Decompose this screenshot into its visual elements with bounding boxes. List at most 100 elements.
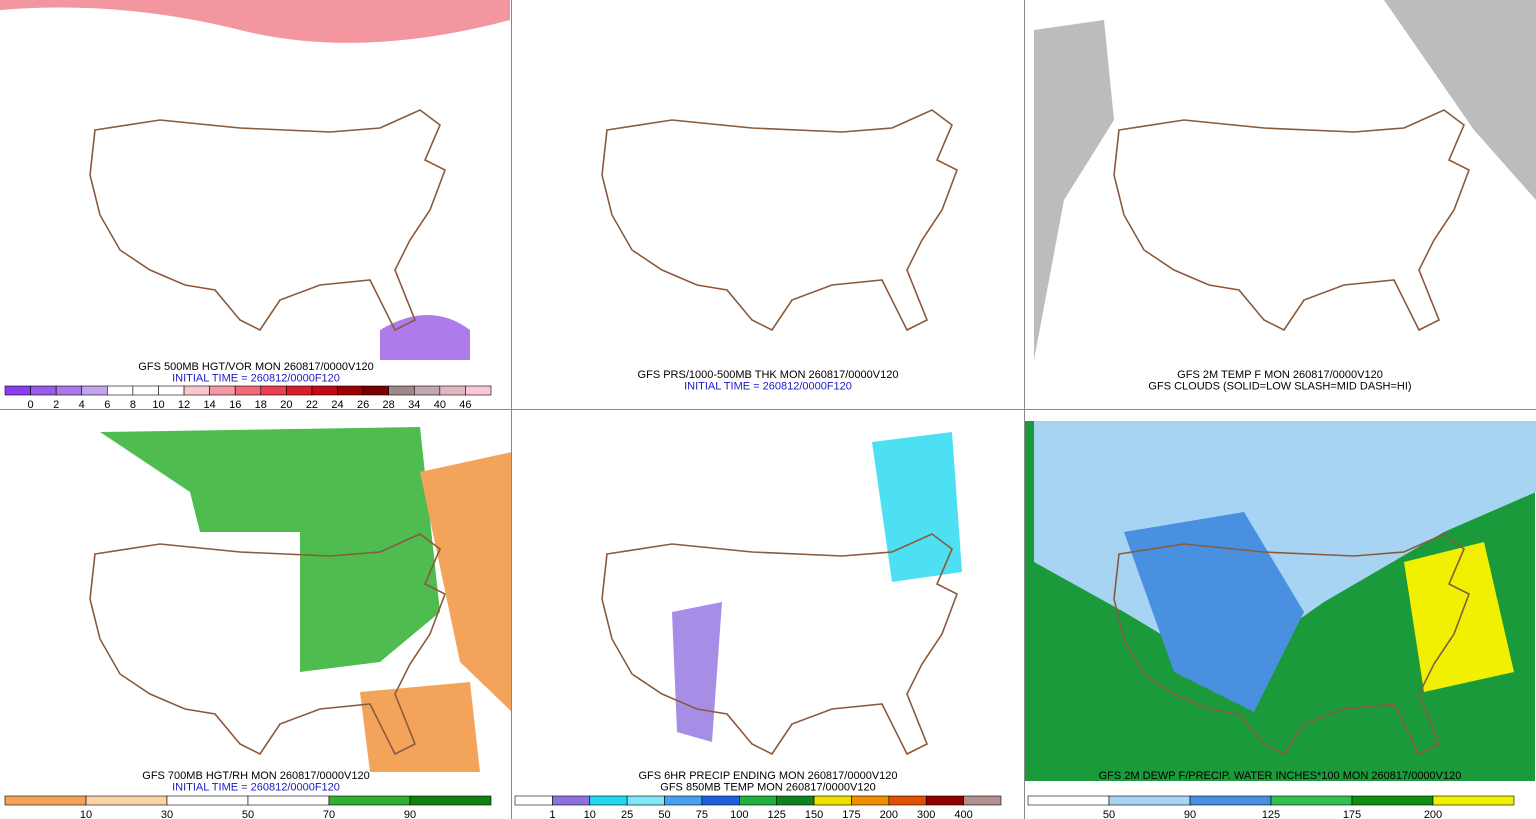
colorbar-segment (409, 795, 492, 806)
colorbar-label: 10 (584, 809, 596, 819)
colorbar-label: 125 (1262, 809, 1280, 819)
colorbar-label: 24 (331, 399, 343, 411)
colorbar-segment (260, 385, 287, 396)
colorbar-label: 18 (255, 399, 267, 411)
rh-area (360, 682, 480, 772)
colorbar-segment (664, 795, 703, 806)
colorbar-segment (4, 795, 87, 806)
country-outline (601, 109, 959, 332)
colorbar-label: 1 (549, 809, 555, 819)
colorbar-segment (362, 385, 389, 396)
caption: INITIAL TIME = 260812/0000F120 (684, 380, 852, 392)
colorbar-label: 50 (658, 809, 670, 819)
colorbar-segment (234, 385, 262, 396)
colorbar-label: 100 (730, 809, 748, 819)
colorbar-segment (183, 385, 210, 396)
colorbar-label: 12 (178, 399, 190, 411)
colorbar-segment (166, 795, 249, 806)
cloud-area (1034, 20, 1114, 360)
rh-area (100, 427, 440, 672)
caption: GFS 2M TEMP F MON 260817/0000V120 (1177, 369, 1383, 381)
colorbar-segment (1108, 795, 1191, 806)
pw-area (1124, 512, 1304, 712)
colorbar-label: 50 (1103, 809, 1115, 819)
colorbar-label: 22 (306, 399, 318, 411)
country-outline (601, 533, 959, 756)
colorbar-segment (388, 385, 415, 396)
panel: GFS 500MB HGT/VOR MON 260817/0000V120INI… (0, 0, 511, 411)
cloud-area (1384, 0, 1536, 200)
colorbar-label: 34 (408, 399, 420, 411)
colorbar-label: 200 (1424, 809, 1442, 819)
colorbar-segment (337, 385, 364, 396)
country-outline (1113, 533, 1471, 756)
caption: GFS CLOUDS (SOLID=LOW SLASH=MID DASH=HI) (1148, 380, 1411, 392)
colorbar-segment (413, 385, 441, 396)
colorbar-label: 50 (242, 809, 254, 819)
pw-area (1404, 542, 1514, 692)
colorbar-label: 0 (28, 399, 34, 411)
colorbar-segment (209, 385, 236, 396)
colorbar-segment (465, 385, 492, 396)
panel: GFS 2M DEWP F/PRECIP. WATER INCHES*100 M… (1025, 421, 1536, 819)
colorbar-segment (158, 385, 185, 396)
colorbar-label: 46 (459, 399, 471, 411)
colorbar-segment (851, 795, 890, 806)
caption: GFS 2M DEWP F/PRECIP. WATER INCHES*100 M… (1099, 770, 1462, 782)
colorbar-segment (132, 385, 159, 396)
precip-area (672, 602, 722, 742)
colorbar-segment (247, 795, 330, 806)
caption: GFS PRS/1000-500MB THK MON 260817/0000V1… (638, 369, 899, 381)
colorbar-segment (311, 385, 338, 396)
colorbar-segment (963, 795, 1002, 806)
colorbar-segment (85, 795, 168, 806)
colorbar-segment (813, 795, 852, 806)
colorbar-segment (701, 795, 740, 806)
colorbar-segment (739, 795, 777, 806)
colorbar-segment (1351, 795, 1434, 806)
colorbar-label: 8 (130, 399, 136, 411)
caption: GFS 850MB TEMP MON 260817/0000V120 (660, 781, 875, 793)
colorbar-label: 70 (323, 809, 335, 819)
colorbar-segment (589, 795, 628, 806)
colorbar-label: 200 (880, 809, 898, 819)
colorbar-label: 20 (280, 399, 292, 411)
colorbar-segment (514, 795, 553, 806)
caption: GFS 6HR PRECIP ENDING MON 260817/0000V12… (638, 770, 897, 782)
colorbar-segment (888, 795, 927, 806)
colorbar-segment (626, 795, 665, 806)
colorbar-segment (286, 385, 313, 396)
panel: GFS 6HR PRECIP ENDING MON 260817/0000V12… (513, 421, 1023, 819)
panel: GFS PRS/1000-500MB THK MON 260817/0000V1… (513, 1, 1023, 392)
colorbar-segment (439, 385, 466, 396)
vorticity-area (0, 0, 510, 43)
colorbar-label: 28 (383, 399, 395, 411)
precip-area (872, 432, 962, 582)
colorbar-segment (1270, 795, 1353, 806)
colorbar-label: 40 (434, 399, 446, 411)
colorbar-segment (81, 385, 108, 396)
panel: GFS 700MB HGT/RH MON 260817/0000V120INIT… (1, 421, 512, 819)
colorbar-label: 10 (80, 809, 92, 819)
colorbar-label: 14 (204, 399, 216, 411)
caption: GFS 500MB HGT/VOR MON 260817/0000V120 (138, 361, 373, 373)
colorbar-segment (107, 385, 134, 396)
colorbar-label: 150 (805, 809, 823, 819)
caption: INITIAL TIME = 260812/0000F120 (172, 372, 340, 384)
colorbar-segment (55, 385, 83, 396)
colorbar-label: 90 (1184, 809, 1196, 819)
colorbar-segment (776, 795, 815, 806)
caption: INITIAL TIME = 260812/0000F120 (172, 781, 340, 793)
map-area (513, 1, 1023, 363)
colorbar-label: 4 (79, 399, 85, 411)
colorbar-segment (1432, 795, 1515, 806)
colorbar-label: 175 (1343, 809, 1361, 819)
colorbar-label: 16 (229, 399, 241, 411)
colorbar-label: 26 (357, 399, 369, 411)
colorbar-label: 90 (404, 809, 416, 819)
colorbar-segment (1027, 795, 1110, 806)
colorbar-label: 30 (161, 809, 173, 819)
country-outline (89, 109, 447, 332)
